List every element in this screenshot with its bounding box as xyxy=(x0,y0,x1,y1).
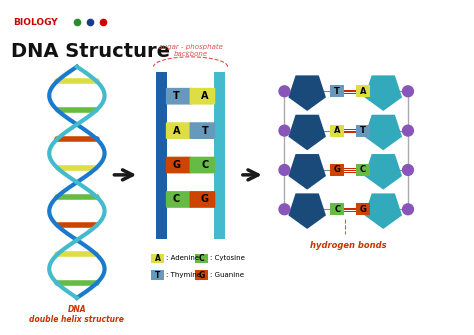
Bar xyxy=(195,270,209,280)
Text: T: T xyxy=(155,271,160,280)
Polygon shape xyxy=(288,115,326,150)
FancyBboxPatch shape xyxy=(356,203,370,215)
FancyBboxPatch shape xyxy=(190,122,215,139)
Circle shape xyxy=(279,204,290,215)
Text: G: G xyxy=(201,194,209,204)
Text: C: C xyxy=(173,194,180,204)
Text: C: C xyxy=(201,160,209,170)
Text: C: C xyxy=(334,205,340,214)
Text: sugar - phosphate
backbone: sugar - phosphate backbone xyxy=(159,44,222,57)
FancyBboxPatch shape xyxy=(166,88,191,105)
Text: A: A xyxy=(334,126,340,135)
Text: A: A xyxy=(155,254,160,263)
FancyBboxPatch shape xyxy=(166,157,191,174)
FancyBboxPatch shape xyxy=(356,85,370,97)
Polygon shape xyxy=(365,115,402,150)
Text: A: A xyxy=(360,87,366,96)
Text: G: G xyxy=(199,271,205,280)
Polygon shape xyxy=(365,193,402,229)
Text: T: T xyxy=(201,126,208,136)
Text: DNA
double helix structure: DNA double helix structure xyxy=(29,305,124,324)
Circle shape xyxy=(279,86,290,97)
Circle shape xyxy=(279,125,290,136)
Text: G: G xyxy=(334,165,341,175)
FancyBboxPatch shape xyxy=(166,122,191,139)
Text: G: G xyxy=(173,160,180,170)
Circle shape xyxy=(402,204,413,215)
FancyBboxPatch shape xyxy=(330,85,344,97)
Bar xyxy=(156,72,167,239)
Text: DNA Structure: DNA Structure xyxy=(11,42,170,61)
Polygon shape xyxy=(288,75,326,111)
Text: BIOLOGY: BIOLOGY xyxy=(13,18,57,27)
Bar xyxy=(151,270,164,280)
Text: C: C xyxy=(360,165,366,175)
Bar xyxy=(214,72,225,239)
Bar xyxy=(195,254,209,263)
Polygon shape xyxy=(365,75,402,111)
Polygon shape xyxy=(288,154,326,190)
FancyBboxPatch shape xyxy=(190,157,215,174)
Text: C: C xyxy=(199,254,205,263)
Text: : Guanine: : Guanine xyxy=(210,272,244,278)
Text: T: T xyxy=(334,87,340,96)
Circle shape xyxy=(402,86,413,97)
Circle shape xyxy=(402,125,413,136)
Polygon shape xyxy=(365,154,402,190)
Text: hydrogen bonds: hydrogen bonds xyxy=(310,241,387,250)
Polygon shape xyxy=(288,193,326,229)
Text: A: A xyxy=(201,91,209,101)
FancyBboxPatch shape xyxy=(356,164,370,176)
Text: G: G xyxy=(360,205,366,214)
FancyBboxPatch shape xyxy=(356,125,370,137)
Circle shape xyxy=(402,164,413,175)
Text: T: T xyxy=(173,91,180,101)
Circle shape xyxy=(279,164,290,175)
FancyBboxPatch shape xyxy=(330,125,344,137)
FancyBboxPatch shape xyxy=(330,203,344,215)
Text: : Thymine: : Thymine xyxy=(166,272,201,278)
Text: : Cytosine: : Cytosine xyxy=(210,256,245,261)
FancyBboxPatch shape xyxy=(190,191,215,208)
FancyBboxPatch shape xyxy=(166,191,191,208)
Text: T: T xyxy=(360,126,366,135)
FancyBboxPatch shape xyxy=(190,88,215,105)
Text: A: A xyxy=(173,126,180,136)
FancyBboxPatch shape xyxy=(330,164,344,176)
Bar xyxy=(151,254,164,263)
Text: : Adenine: : Adenine xyxy=(166,256,199,261)
